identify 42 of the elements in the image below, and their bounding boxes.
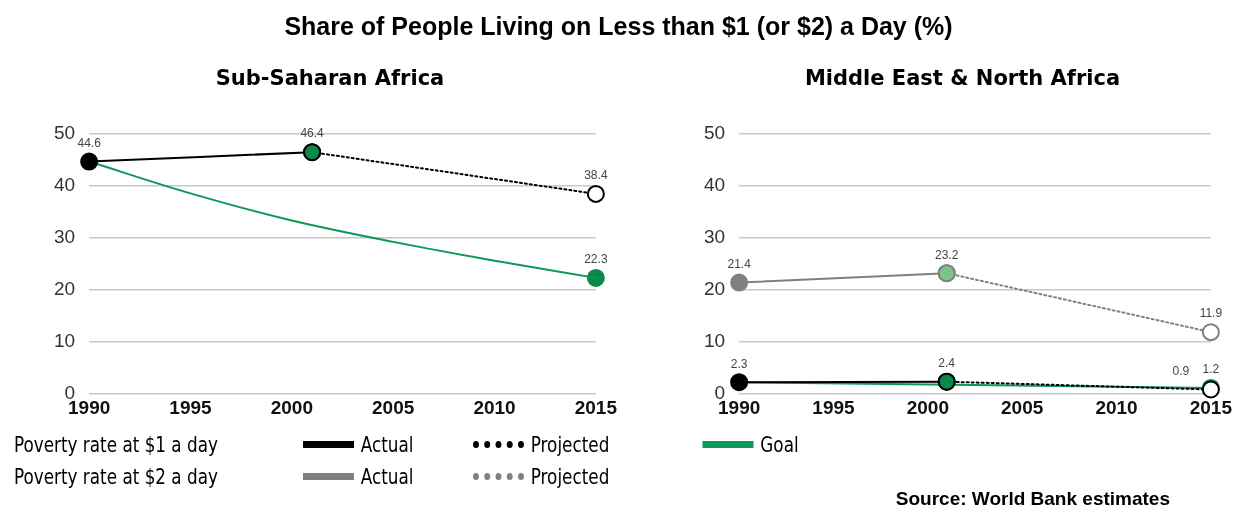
y-tick-label: 20 (53, 278, 76, 300)
x-tick-label: 2000 (270, 396, 313, 418)
legend-label: Projected (530, 464, 610, 489)
x-tick-label: 2015 (574, 396, 618, 418)
legend-title: Poverty rate at $1 a day (14, 432, 219, 457)
data-label: 21.4 (727, 256, 752, 271)
legend-label: Projected (530, 432, 610, 457)
data-label: 2.4 (938, 355, 956, 370)
y-tick-label: 50 (703, 121, 726, 143)
y-tick-label: 20 (703, 278, 726, 300)
x-tick-label: 2015 (1189, 396, 1233, 418)
data-label: 44.6 (77, 135, 102, 150)
y-tick-label: 10 (703, 330, 726, 352)
data-label: 1.2 (1202, 362, 1220, 377)
chart-subtitle: Sub-Saharan Africa (214, 66, 446, 90)
legend-label: Actual (360, 464, 414, 489)
x-tick-label: 1995 (812, 396, 856, 418)
legend-label: Actual (360, 432, 414, 457)
x-tick-label: 2000 (906, 396, 949, 418)
y-tick-label: 50 (53, 121, 76, 143)
data-label: 11.9 (1199, 306, 1223, 321)
data-label: 23.2 (935, 247, 959, 262)
data-label: 2.3 (730, 356, 748, 371)
x-tick-label: 2005 (372, 396, 415, 418)
y-tick-label: 40 (703, 173, 726, 195)
chart-title: Share of People Living on Less than $1 (or $2) a Day (%) (283, 12, 954, 41)
chart-title: Middle East & North Africa (803, 66, 1122, 90)
data-label: 46.4 (300, 126, 325, 141)
y-tick-label: 40 (53, 173, 76, 195)
data-label: 22.3 (584, 252, 608, 267)
data-label: 38.4 (584, 168, 608, 183)
y-tick-label: 10 (53, 330, 76, 352)
y-tick-label: 30 (53, 225, 76, 247)
legend-title: Poverty rate at $2 a day (14, 464, 219, 489)
x-tick-label: 1995 (169, 396, 213, 418)
x-tick-label: 2010 (1095, 396, 1138, 418)
x-tick-label: 2005 (1001, 396, 1044, 418)
data-label: 0.9 (1172, 363, 1190, 378)
source-note: Source: World Bank estimates (894, 488, 1170, 510)
y-tick-label: 30 (703, 225, 726, 247)
legend-label: Goal (760, 432, 799, 457)
x-tick-label: 2010 (473, 396, 516, 418)
